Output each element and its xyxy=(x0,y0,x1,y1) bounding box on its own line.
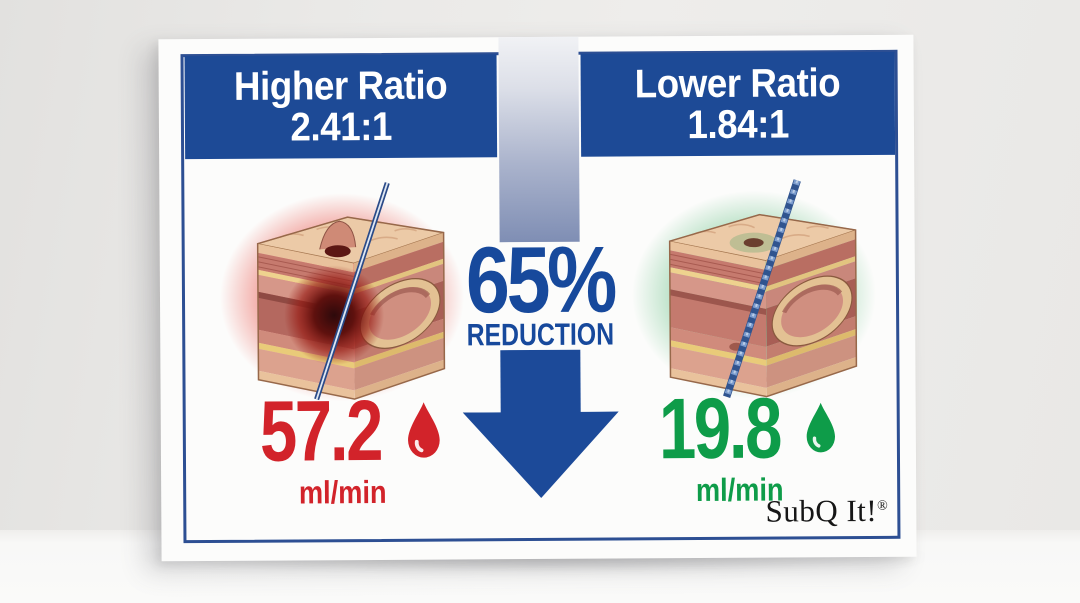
lower-ratio-value: 1.84:1 xyxy=(687,101,789,147)
header-lower-ratio: Lower Ratio 1.84:1 xyxy=(580,51,896,157)
blood-drop-icon xyxy=(408,402,440,458)
brand-name: SubQ It! xyxy=(765,492,878,529)
flow-unit-high: ml/min xyxy=(299,473,388,511)
higher-ratio-value: 2.41:1 xyxy=(290,104,392,150)
tissue-illustration-bleeding xyxy=(219,182,464,402)
bleeding-wound xyxy=(284,265,385,366)
puncture-hole xyxy=(324,245,351,258)
tissue-illustration-sutured xyxy=(631,179,876,399)
down-arrow-icon xyxy=(498,36,580,243)
brand-logo: SubQ It!® xyxy=(765,493,888,530)
flow-metric-low: 19.8 ml/min xyxy=(583,380,898,508)
reduction-percent: 65% xyxy=(465,226,615,333)
tissue-block xyxy=(668,213,858,398)
flow-value-low: 19.8 xyxy=(658,380,781,478)
lower-ratio-title: Lower Ratio xyxy=(634,60,841,107)
header-higher-ratio: Higher Ratio 2.41:1 xyxy=(184,54,498,160)
needle-icon xyxy=(314,182,390,401)
higher-ratio-title: Higher Ratio xyxy=(233,63,448,109)
flow-value-high: 57.2 xyxy=(259,382,382,480)
poster-card: Higher Ratio 2.41:1 Lower Ratio 1.84:1 6… xyxy=(158,34,917,562)
flow-metric-high: 57.2 ml/min xyxy=(187,382,500,511)
fluid-drop-icon xyxy=(806,402,836,453)
reduction-label: REDUCTION xyxy=(466,316,615,353)
puncture-hole xyxy=(743,238,764,248)
braided-suture-icon xyxy=(723,179,801,399)
down-arrow-shaft xyxy=(500,349,581,414)
registered-mark: ® xyxy=(877,498,889,514)
